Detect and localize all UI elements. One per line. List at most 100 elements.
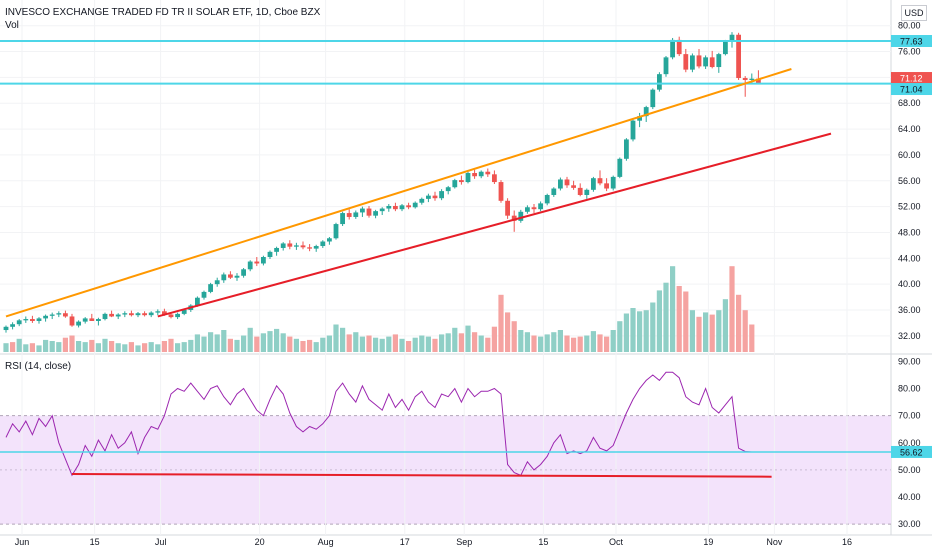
- candlesticks: [3, 32, 761, 333]
- candle-body: [577, 187, 583, 195]
- currency-button[interactable]: USD: [901, 5, 927, 21]
- candle-body: [181, 310, 187, 314]
- volume-bar: [597, 334, 603, 352]
- volume-bar: [320, 337, 326, 352]
- volume-bar: [511, 321, 517, 352]
- volume-bar: [643, 310, 649, 352]
- candle-body: [228, 274, 233, 278]
- candle-body: [637, 116, 642, 121]
- rsi-tick-label: 40.00: [898, 492, 921, 502]
- trendline-drawings[interactable]: [0, 40, 891, 318]
- rsi-tick-label: 80.00: [898, 384, 921, 394]
- volume-bar: [36, 345, 42, 352]
- candle-body: [558, 179, 563, 189]
- volume-bar: [56, 342, 62, 352]
- time-tick-label: Sep: [456, 537, 472, 547]
- candle-body: [168, 314, 174, 318]
- rsi-tick-label: 60.00: [898, 438, 921, 448]
- candle-body: [327, 238, 332, 242]
- volume-bar: [82, 342, 88, 352]
- candle-body: [584, 189, 590, 195]
- rsi-label-box: [891, 445, 932, 458]
- volume-bar: [326, 335, 332, 352]
- candle-body: [485, 171, 491, 175]
- price-label-box: [891, 35, 932, 48]
- volume-bar: [168, 338, 174, 352]
- volume-bar: [267, 331, 273, 352]
- candle-body: [346, 213, 352, 217]
- volume-bar: [208, 332, 214, 352]
- volume-bar: [366, 335, 372, 352]
- volume-bar: [458, 333, 464, 352]
- candle-body: [657, 74, 662, 90]
- candle-body: [650, 89, 656, 108]
- candle-body: [247, 261, 253, 270]
- time-tick-label: 15: [90, 537, 100, 547]
- candle-body: [676, 39, 682, 55]
- candle-body: [69, 316, 75, 326]
- candle-body: [683, 54, 689, 70]
- volume-bar: [670, 266, 676, 352]
- candle-body: [492, 174, 497, 183]
- candle-body: [175, 313, 180, 318]
- candle-body: [36, 318, 42, 321]
- candle-body: [538, 203, 543, 210]
- time-tick-label: Nov: [766, 537, 783, 547]
- price-tick-label: 64.00: [898, 124, 921, 134]
- volume-bar: [201, 336, 207, 352]
- volume-bar: [89, 339, 95, 352]
- time-tick-label: Jul: [155, 537, 167, 547]
- time-tick-label: 19: [703, 537, 713, 547]
- price-tick-label: 36.00: [898, 305, 921, 315]
- candle-body: [399, 205, 405, 210]
- chart-title: INVESCO EXCHANGE TRADED FD TR II SOLAR E…: [5, 7, 321, 18]
- candle-body: [624, 139, 629, 159]
- price-tick-label: 48.00: [898, 227, 921, 237]
- price-tick-label: 76.00: [898, 47, 921, 57]
- price-label-box: [891, 83, 932, 96]
- upper-trendline: [5, 68, 792, 318]
- candle-body: [564, 179, 570, 186]
- rsi-tick-label: 90.00: [898, 356, 921, 366]
- candle-body: [313, 246, 319, 249]
- volume-bar: [260, 333, 266, 352]
- candle-body: [274, 247, 279, 252]
- volume-bar: [254, 336, 260, 352]
- candle-body: [300, 245, 306, 248]
- volume-bar: [49, 341, 55, 352]
- volume-bar: [194, 334, 200, 352]
- candle-body: [723, 41, 728, 55]
- candle-body: [472, 173, 477, 177]
- rsi-line: [5, 371, 752, 477]
- candle-body: [445, 187, 451, 192]
- volume-bar: [353, 332, 359, 352]
- volume-bar: [161, 341, 167, 352]
- volume-bar: [485, 337, 491, 352]
- candle-body: [749, 78, 755, 80]
- volume-bar: [293, 338, 299, 352]
- candle-body: [30, 319, 35, 321]
- price-tick-label: 56.00: [898, 176, 921, 186]
- candle-body: [115, 314, 121, 317]
- volume-bar: [703, 312, 709, 352]
- candle-body: [465, 173, 471, 183]
- candle-body: [155, 311, 161, 313]
- volume-bar: [465, 325, 471, 352]
- volume-bar: [10, 342, 16, 352]
- candle-body: [518, 211, 524, 221]
- volume-bar: [472, 332, 478, 352]
- candle-body: [148, 312, 154, 316]
- price-tick-label: 40.00: [898, 279, 921, 289]
- candle-body: [366, 208, 372, 216]
- volume-bar: [373, 337, 379, 352]
- time-tick-label: Oct: [609, 537, 624, 547]
- candle-body: [439, 191, 444, 199]
- candle-body: [604, 183, 609, 189]
- volume-bar: [736, 294, 742, 352]
- volume-bar: [3, 343, 9, 352]
- volume-bar: [729, 266, 735, 352]
- rsi-tick-label: 30.00: [898, 519, 921, 529]
- volume-bar: [637, 311, 643, 352]
- candle-body: [280, 243, 286, 248]
